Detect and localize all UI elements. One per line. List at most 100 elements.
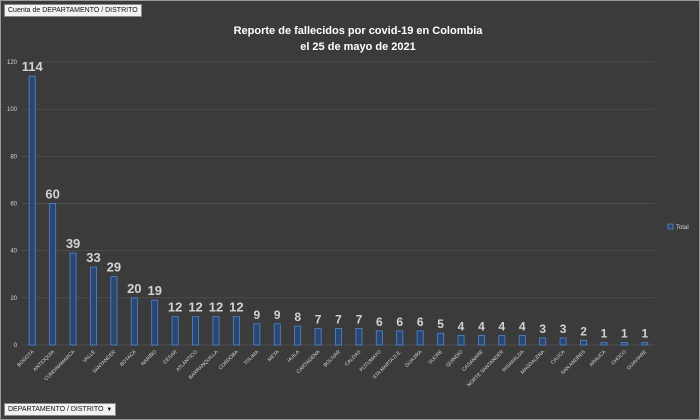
data-label: 7	[315, 312, 322, 326]
data-label: 7	[335, 312, 342, 326]
bar[interactable]	[457, 335, 465, 346]
bar[interactable]	[28, 75, 36, 346]
bar[interactable]	[396, 330, 404, 346]
y-tick-label: 120	[7, 60, 18, 66]
bar[interactable]	[437, 332, 445, 346]
bar[interactable]	[49, 203, 57, 346]
data-label: 6	[396, 315, 403, 329]
data-label: 1	[621, 327, 628, 341]
bar[interactable]	[600, 342, 608, 346]
data-label: 9	[253, 308, 260, 322]
data-label: 3	[539, 322, 546, 336]
data-label: 9	[274, 308, 281, 322]
category-label: CHOCO	[610, 349, 627, 366]
category-label: CORDOBA	[218, 349, 241, 372]
bar[interactable]	[416, 330, 424, 346]
bar[interactable]	[171, 316, 179, 346]
bar[interactable]	[375, 330, 383, 346]
bar[interactable]	[314, 328, 322, 346]
data-label: 12	[168, 300, 182, 315]
category-label: CESAR	[162, 349, 179, 366]
category-label: GUAJIRA	[404, 349, 424, 369]
data-label: 39	[66, 236, 80, 251]
data-label: 114	[22, 59, 44, 74]
category-label: BOGOTÁ	[16, 348, 37, 369]
category-label: SUCRE	[427, 349, 444, 366]
bar[interactable]	[498, 335, 506, 346]
data-label: 33	[86, 250, 100, 265]
chevron-down-icon: ▼	[106, 407, 113, 413]
bar[interactable]	[559, 337, 567, 346]
category-label: GUAVIARE	[626, 349, 649, 372]
y-tick-label: 0	[14, 343, 18, 349]
category-label: VALLE	[82, 349, 97, 364]
data-label: 19	[147, 283, 161, 298]
category-label: ARAUCA	[588, 349, 607, 368]
bar[interactable]	[518, 335, 526, 346]
bars	[28, 75, 649, 346]
axis-field-label: DEPARTAMENTO / DISTRITO	[8, 406, 104, 413]
bar[interactable]	[580, 339, 587, 346]
data-label: 60	[45, 187, 59, 202]
data-label: 2	[580, 324, 587, 338]
legend-swatch	[667, 223, 674, 230]
bar[interactable]	[90, 266, 97, 346]
data-label: 20	[127, 281, 141, 296]
bar[interactable]	[355, 328, 363, 346]
bar[interactable]	[539, 337, 547, 346]
category-label: NARIÑO	[139, 348, 158, 367]
legend: Total	[667, 223, 689, 231]
data-label: 29	[107, 260, 121, 275]
data-label: 7	[356, 312, 363, 326]
category-label: BOLIVAR	[323, 349, 343, 369]
bar[interactable]	[110, 276, 118, 346]
category-label: CAUCA	[550, 349, 567, 366]
data-label: 12	[229, 300, 243, 315]
y-tick-label: 80	[10, 154, 17, 160]
bar[interactable]	[192, 316, 200, 346]
chart-subtitle: el 25 de mayo de 2021	[300, 41, 416, 53]
category-label: META	[267, 349, 281, 363]
bar[interactable]	[130, 297, 138, 346]
bar[interactable]	[620, 342, 628, 346]
chart-title: Reporte de fallecidos por covid-19 en Co…	[234, 25, 484, 37]
category-label: CALDAS	[344, 349, 363, 368]
data-label: 4	[478, 320, 485, 334]
legend-label: Total	[676, 225, 689, 231]
data-label: 8	[294, 310, 301, 324]
category-label: HUILA	[286, 349, 301, 364]
bar[interactable]	[641, 342, 649, 346]
category-label: NORTE SANTANDER	[466, 349, 505, 388]
bar[interactable]	[232, 316, 240, 346]
bar[interactable]	[335, 328, 342, 346]
category-label: QUINDIO	[445, 349, 464, 368]
bar[interactable]	[477, 335, 485, 346]
data-label: 5	[437, 317, 444, 331]
axis-field-button[interactable]: DEPARTAMENTO / DISTRITO ▼	[4, 403, 117, 416]
data-label: 4	[458, 320, 465, 334]
bar[interactable]	[253, 323, 261, 346]
value-field-button[interactable]: Cuenta de DEPARTAMENTO / DISTRITO	[4, 4, 142, 17]
data-label: 1	[601, 327, 608, 341]
bar[interactable]	[69, 252, 77, 346]
data-label: 6	[376, 315, 383, 329]
y-tick-label: 40	[10, 249, 17, 255]
bar[interactable]	[151, 299, 159, 346]
data-label: 4	[519, 320, 526, 334]
data-label: 3	[560, 322, 567, 336]
bar[interactable]	[273, 323, 281, 346]
category-label: BOYACÁ	[118, 348, 138, 368]
bar[interactable]	[212, 316, 220, 346]
bar[interactable]	[294, 325, 302, 346]
data-label: 12	[209, 300, 223, 315]
category-label: TOLIMA	[243, 349, 261, 367]
y-tick-label: 20	[10, 296, 17, 302]
y-tick-label: 60	[10, 202, 17, 208]
data-label: 6	[417, 315, 424, 329]
y-tick-label: 100	[7, 107, 18, 113]
